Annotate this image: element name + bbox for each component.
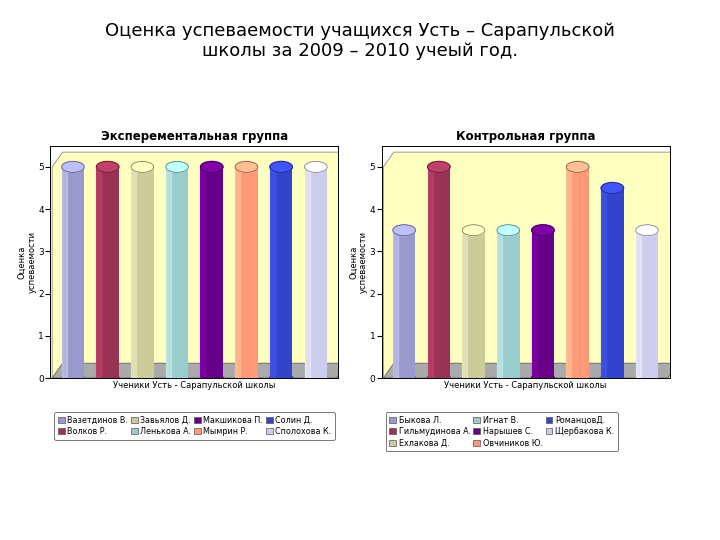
Ellipse shape — [131, 161, 153, 172]
Ellipse shape — [305, 373, 327, 383]
Bar — [96, 167, 119, 378]
Bar — [497, 230, 502, 378]
Bar — [428, 167, 433, 378]
Bar — [428, 167, 450, 378]
Bar — [531, 230, 536, 378]
Legend: Вазетдинов В., Волков Р., Завьялов Д., Ленькова А., Макшикова П., Мымрин Р., Сол: Вазетдинов В., Волков Р., Завьялов Д., Л… — [55, 412, 335, 440]
Bar — [200, 167, 223, 378]
Ellipse shape — [636, 373, 658, 383]
Bar — [305, 167, 310, 378]
Polygon shape — [383, 363, 678, 378]
Ellipse shape — [62, 373, 84, 383]
Ellipse shape — [567, 161, 589, 172]
Ellipse shape — [601, 183, 624, 193]
Bar — [636, 230, 658, 378]
Bar — [270, 167, 275, 378]
Bar — [131, 167, 153, 378]
Ellipse shape — [235, 373, 258, 383]
Legend: Быкова Л., Гильмудинова А., Ехлакова Д., Игнат В., Нарышев С., Овчиников Ю., Ром: Быкова Л., Гильмудинова А., Ехлакова Д.,… — [386, 412, 618, 451]
Bar — [270, 167, 292, 378]
Bar — [305, 167, 327, 378]
Y-axis label: Оценка
успеваемости: Оценка успеваемости — [348, 231, 368, 293]
Ellipse shape — [497, 373, 520, 383]
Bar — [393, 230, 415, 378]
Ellipse shape — [636, 225, 658, 236]
Bar — [567, 167, 572, 378]
Ellipse shape — [531, 373, 554, 383]
Polygon shape — [52, 152, 347, 378]
Ellipse shape — [393, 373, 415, 383]
Ellipse shape — [462, 225, 485, 236]
Ellipse shape — [567, 373, 589, 383]
Ellipse shape — [601, 373, 624, 383]
Bar — [497, 230, 520, 378]
Bar — [636, 230, 641, 378]
Ellipse shape — [428, 373, 450, 383]
Bar — [601, 188, 606, 378]
Bar — [131, 167, 136, 378]
Y-axis label: Оценка
успеваемости: Оценка успеваемости — [17, 231, 37, 293]
Bar — [200, 167, 205, 378]
Ellipse shape — [200, 373, 223, 383]
Polygon shape — [52, 363, 347, 378]
Bar — [567, 167, 589, 378]
Bar — [235, 167, 258, 378]
Polygon shape — [383, 152, 678, 378]
Bar — [601, 188, 624, 378]
Bar — [235, 167, 240, 378]
Ellipse shape — [166, 373, 189, 383]
Ellipse shape — [428, 161, 450, 172]
Ellipse shape — [235, 161, 258, 172]
Bar — [62, 167, 84, 378]
Bar — [462, 230, 485, 378]
Ellipse shape — [497, 225, 520, 236]
Ellipse shape — [96, 373, 119, 383]
X-axis label: Ученики Усть - Сарапульской школы: Ученики Усть - Сарапульской школы — [444, 381, 607, 390]
Title: Эксперементальная группа: Эксперементальная группа — [101, 130, 288, 143]
Ellipse shape — [462, 373, 485, 383]
Bar — [166, 167, 189, 378]
Ellipse shape — [166, 161, 189, 172]
Bar — [393, 230, 398, 378]
Bar — [462, 230, 467, 378]
Text: Оценка успеваемости учащихся Усть – Сарапульской
школы за 2009 – 2010 учеый год.: Оценка успеваемости учащихся Усть – Сара… — [105, 22, 615, 60]
Ellipse shape — [270, 373, 292, 383]
Ellipse shape — [270, 161, 292, 172]
Ellipse shape — [393, 225, 415, 236]
Bar — [62, 167, 67, 378]
Ellipse shape — [200, 161, 223, 172]
Ellipse shape — [305, 161, 327, 172]
Ellipse shape — [531, 225, 554, 236]
Ellipse shape — [131, 373, 153, 383]
Ellipse shape — [62, 161, 84, 172]
Title: Контрольная группа: Контрольная группа — [456, 130, 595, 143]
Bar — [531, 230, 554, 378]
Bar — [166, 167, 171, 378]
Bar — [96, 167, 102, 378]
X-axis label: Ученики Усть - Сарапульской школы: Ученики Усть - Сарапульской школы — [113, 381, 276, 390]
Ellipse shape — [96, 161, 119, 172]
